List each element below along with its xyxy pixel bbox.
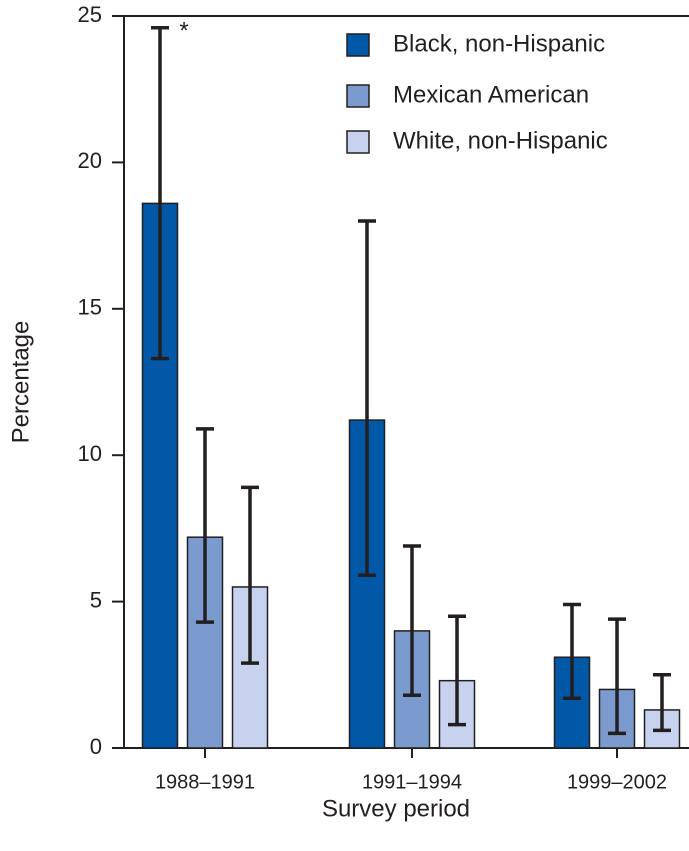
- legend-swatch: [346, 33, 370, 57]
- legend-swatch: [346, 130, 370, 154]
- error-bar: [608, 617, 626, 736]
- annotation: *: [179, 17, 188, 44]
- error-bar: [653, 673, 671, 733]
- y-tick-label: 0: [90, 734, 102, 759]
- y-axis-label: Percentage: [7, 321, 34, 444]
- y-tick-label: 10: [78, 441, 102, 466]
- error-bar: [151, 25, 169, 361]
- error-bar: [448, 614, 466, 727]
- legend-label: White, non-Hispanic: [393, 127, 608, 154]
- error-bar: [358, 219, 376, 577]
- error-bar: [196, 427, 214, 624]
- legend-label: Black, non-Hispanic: [393, 30, 605, 57]
- y-tick-label: 5: [90, 587, 102, 612]
- x-tick-label: 1991–1994: [362, 771, 462, 793]
- legend-label: Mexican American: [393, 81, 589, 108]
- x-tick-label: 1999–2002: [567, 771, 667, 793]
- error-bar: [563, 602, 581, 700]
- y-tick-label: 20: [78, 148, 102, 173]
- x-tick-label: 1988–1991: [155, 771, 255, 793]
- y-tick-label: 15: [78, 295, 102, 320]
- error-bar: [403, 544, 421, 698]
- legend-swatch: [346, 84, 370, 108]
- x-axis-label: Survey period: [322, 795, 470, 822]
- error-bar: [241, 485, 259, 665]
- y-tick-label: 25: [78, 2, 102, 27]
